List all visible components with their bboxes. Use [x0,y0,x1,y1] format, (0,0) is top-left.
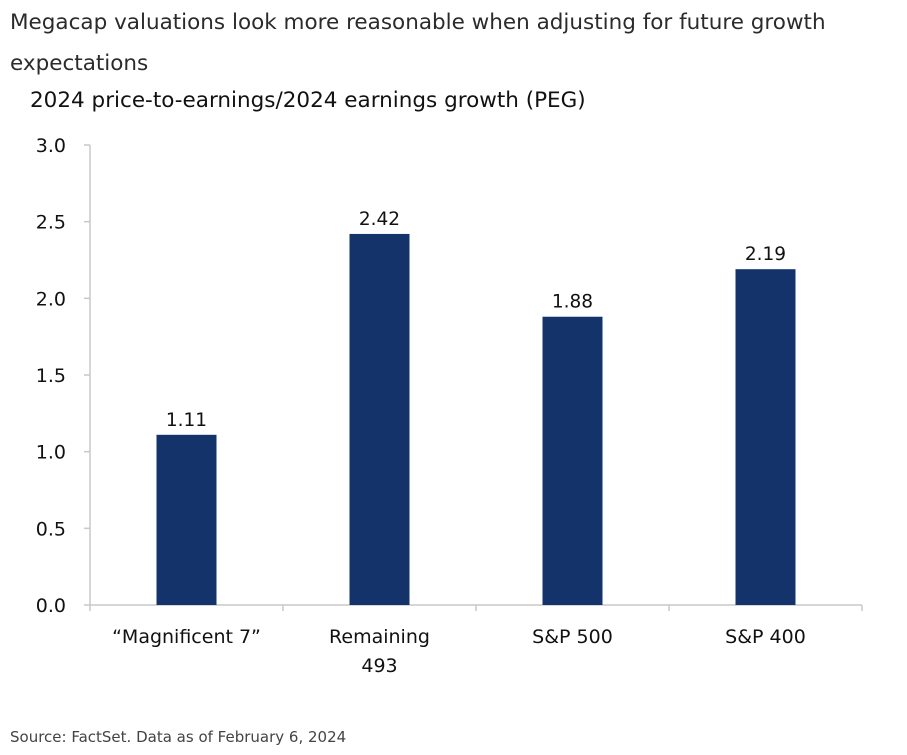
page-title: Megacap valuations look more reasonable … [10,10,826,76]
bar [156,434,217,605]
data-label: 2.19 [745,244,786,265]
x-tick-label: S&P 400 [725,626,806,648]
x-tick-label: Remaining [329,626,430,648]
peg-bar-chart: 0.0 0.5 1.0 1.5 2.0 2.5 3.0 1.11 “Magnificent 7… [36,135,863,677]
data-label: 1.11 [166,410,207,431]
chart-title: 2024 price-to-earnings/2024 earnings gro… [30,88,586,113]
data-label: 1.88 [552,292,593,313]
bar [735,269,796,605]
bar [542,316,603,605]
x-tick-label: “Magnificent 7” [112,626,261,648]
x-tick-label: 493 [361,655,397,677]
x-tick-label: S&P 500 [532,626,613,648]
y-tick-label: 3.0 [36,135,66,157]
chart-labels: 1.11 “Magnificent 7” 2.42 Remaining 493 1.88 S… [112,209,806,677]
bar [349,233,410,605]
source-note: Source: FactSet. Data as of February 6, … [10,728,347,746]
y-tick-label: 0.0 [36,595,66,617]
data-label: 2.42 [359,209,400,230]
chart-bars [156,233,796,605]
y-tick-label: 0.5 [36,518,66,540]
y-tick-label: 2.0 [36,288,66,310]
y-tick-label: 1.5 [36,365,66,387]
y-tick-label: 1.0 [36,442,66,464]
chart-axes: 0.0 0.5 1.0 1.5 2.0 2.5 3.0 [36,135,863,617]
y-tick-label: 2.5 [36,212,66,234]
